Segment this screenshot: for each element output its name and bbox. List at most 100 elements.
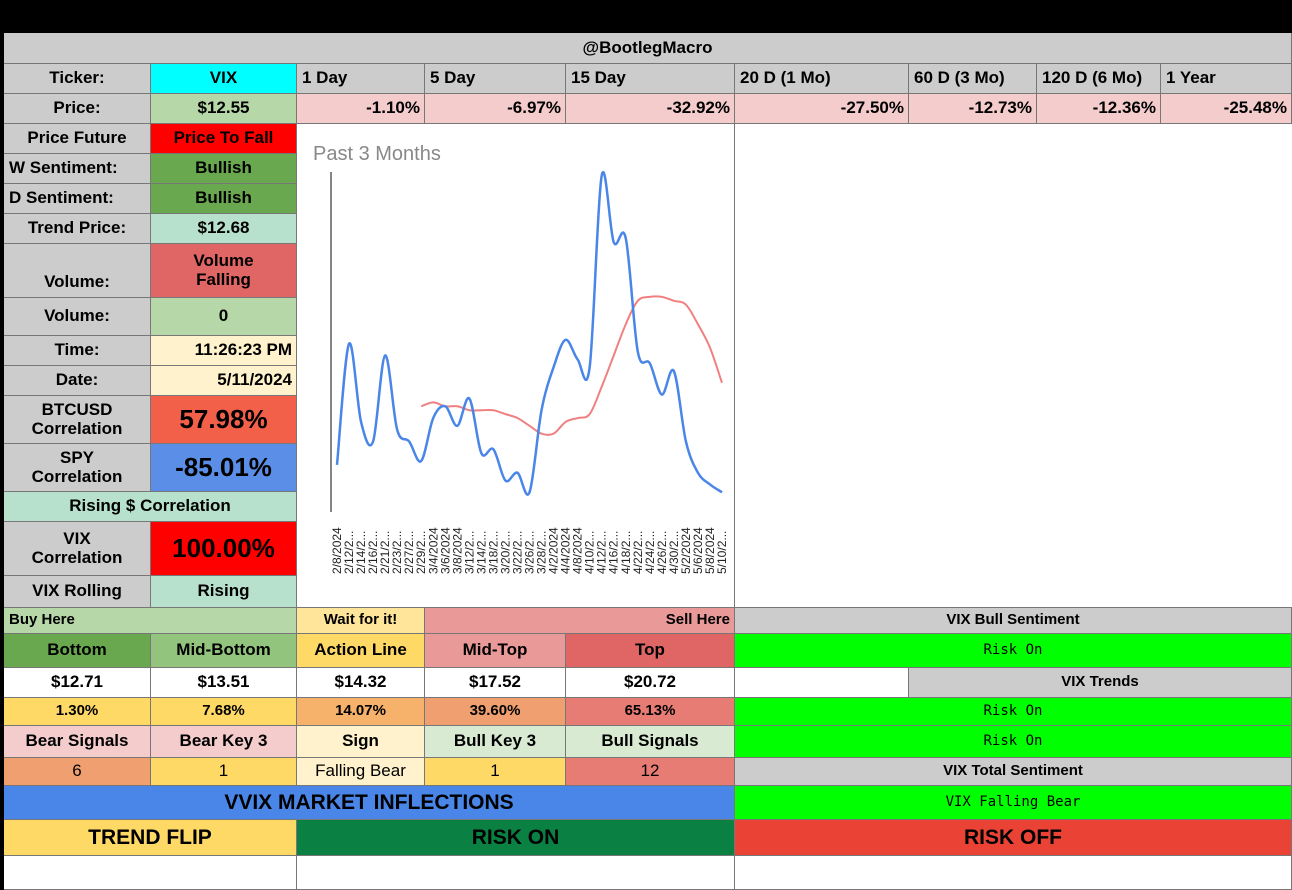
price-label: Price: <box>4 94 151 124</box>
risk-on: RISK ON <box>297 820 735 856</box>
trend-price-value: $12.68 <box>151 214 297 244</box>
vix-corr-label-1: VIX <box>63 528 91 548</box>
x-tick-label: 4/26/2... <box>655 531 669 574</box>
x-tick-label: 3/28/2... <box>535 531 549 574</box>
trend-price-label: Trend Price: <box>4 214 151 244</box>
time-label: Time: <box>4 336 151 366</box>
level-pct-mid-top: 39.60% <box>425 698 566 726</box>
period-60d: 60 D (3 Mo) <box>909 64 1037 94</box>
chart-extension <box>735 124 1292 608</box>
vix-total-sentiment-label: VIX Total Sentiment <box>735 758 1292 786</box>
vix-trend-1: Risk On <box>735 698 1292 726</box>
chart-title: Past 3 Months <box>313 143 441 165</box>
level-header-action-line: Action Line <box>297 634 425 668</box>
wait-for-it: Wait for it! <box>297 608 425 634</box>
x-tick-label: 5/6/2024 <box>691 527 705 574</box>
vix-rolling-value: Rising <box>151 576 297 608</box>
blank-cell <box>735 668 909 698</box>
vix-trends-label: VIX Trends <box>909 668 1292 698</box>
level-pct-mid-bottom: 7.68% <box>151 698 297 726</box>
x-tick-label: 4/22/2... <box>631 531 645 574</box>
x-tick-label: 2/23/2... <box>390 531 404 574</box>
time-value: 11:26:23 PM <box>151 336 297 366</box>
btc-corr-label-1: BTCUSD <box>41 399 113 419</box>
x-tick-label: 5/10/2... <box>715 531 729 574</box>
spy-corr-label-2: Correlation <box>31 466 123 486</box>
signal-header-bear-key: Bear Key 3 <box>151 726 297 758</box>
level-price-mid-bottom: $13.51 <box>151 668 297 698</box>
x-tick-label: 3/12/2... <box>462 531 476 574</box>
level-header-mid-bottom: Mid-Bottom <box>151 634 297 668</box>
volume-trend-line1: Volume <box>193 250 254 270</box>
x-tick-label: 2/14/2... <box>354 531 368 574</box>
series-line-moving-average <box>420 295 723 436</box>
x-tick-label: 3/14/2... <box>474 531 488 574</box>
vix-corr-label-2: Correlation <box>31 547 123 567</box>
level-pct-top: 65.13% <box>566 698 735 726</box>
x-tick-label: 4/18/2... <box>619 531 633 574</box>
vix-trend-2: Risk On <box>735 726 1292 758</box>
signal-header-bull-key: Bull Key 3 <box>425 726 566 758</box>
level-header-top: Top <box>566 634 735 668</box>
header-title: @BootlegMacro <box>4 33 1292 64</box>
spy-corr-label-1: SPY <box>59 447 95 467</box>
period-20d: 20 D (1 Mo) <box>735 64 909 94</box>
change-20d: -27.50% <box>735 94 909 124</box>
x-tick-label: 4/30/2... <box>667 531 681 574</box>
vix-corr-label: VIX Correlation <box>4 522 151 576</box>
btc-corr-label: BTCUSD Correlation <box>4 396 151 444</box>
period-1d: 1 Day <box>297 64 425 94</box>
chart-svg: Past 3 Months2/8/20242/12/2...2/14/2...2… <box>313 143 729 574</box>
w-sentiment-value: Bullish <box>151 154 297 184</box>
change-1d: -1.10% <box>297 94 425 124</box>
volume-label: Volume: <box>4 298 151 336</box>
signal-header-bear: Bear Signals <box>4 726 151 758</box>
series-line-price <box>335 171 723 496</box>
trend-flip: TREND FLIP <box>4 820 297 856</box>
price-chart: Past 3 Months 2/8/2024 2/12/2... 2/14/2... 2… <box>297 124 735 608</box>
top-bar <box>0 0 1292 33</box>
signal-header-bull: Bull Signals <box>566 726 735 758</box>
change-60d: -12.73% <box>909 94 1037 124</box>
x-tick-label: 5/2/2024 <box>679 527 693 574</box>
period-120d: 120 D (6 Mo) <box>1037 64 1161 94</box>
level-price-bottom: $12.71 <box>4 668 151 698</box>
ticker-label: Ticker: <box>4 64 151 94</box>
signal-value-bear-key: 1 <box>151 758 297 786</box>
x-tick-label: 4/10/2... <box>583 531 597 574</box>
vvix-inflections-title: VVIX MARKET INFLECTIONS <box>4 786 735 820</box>
x-tick-label: 2/16/2... <box>366 531 380 574</box>
btc-corr-value: 57.98% <box>151 396 297 444</box>
x-tick-label: 3/8/2024 <box>450 527 464 574</box>
date-label: Date: <box>4 366 151 396</box>
level-pct-action-line: 14.07% <box>297 698 425 726</box>
d-sentiment-label: D Sentiment: <box>4 184 151 214</box>
x-tick-label: 3/26/2... <box>523 531 537 574</box>
level-header-bottom: Bottom <box>4 634 151 668</box>
spy-corr-value: -85.01% <box>151 444 297 492</box>
vix-bull-sentiment-value: Risk On <box>735 634 1292 668</box>
rising-corr: Rising $ Correlation <box>4 492 297 522</box>
vix-corr-value: 100.00% <box>151 522 297 576</box>
level-price-top: $20.72 <box>566 668 735 698</box>
x-tick-label: 3/4/2024 <box>426 527 440 574</box>
signal-value-sign: Falling Bear <box>297 758 425 786</box>
x-tick-label: 3/20/2... <box>498 531 512 574</box>
x-tick-label: 4/4/2024 <box>559 527 573 574</box>
price-value: $12.55 <box>151 94 297 124</box>
sell-here: Sell Here <box>425 608 735 634</box>
change-120d: -12.36% <box>1037 94 1161 124</box>
risk-off-empty <box>735 856 1292 890</box>
signal-value-bear: 6 <box>4 758 151 786</box>
level-header-mid-top: Mid-Top <box>425 634 566 668</box>
change-5d: -6.97% <box>425 94 566 124</box>
x-tick-label: 2/12/2... <box>342 531 356 574</box>
date-value: 5/11/2024 <box>151 366 297 396</box>
volume-value: 0 <box>151 298 297 336</box>
x-tick-label: 2/21/2... <box>378 531 392 574</box>
level-pct-bottom: 1.30% <box>4 698 151 726</box>
signal-value-bull: 12 <box>566 758 735 786</box>
risk-off: RISK OFF <box>735 820 1292 856</box>
change-15d: -32.92% <box>566 94 735 124</box>
period-15d: 15 Day <box>566 64 735 94</box>
